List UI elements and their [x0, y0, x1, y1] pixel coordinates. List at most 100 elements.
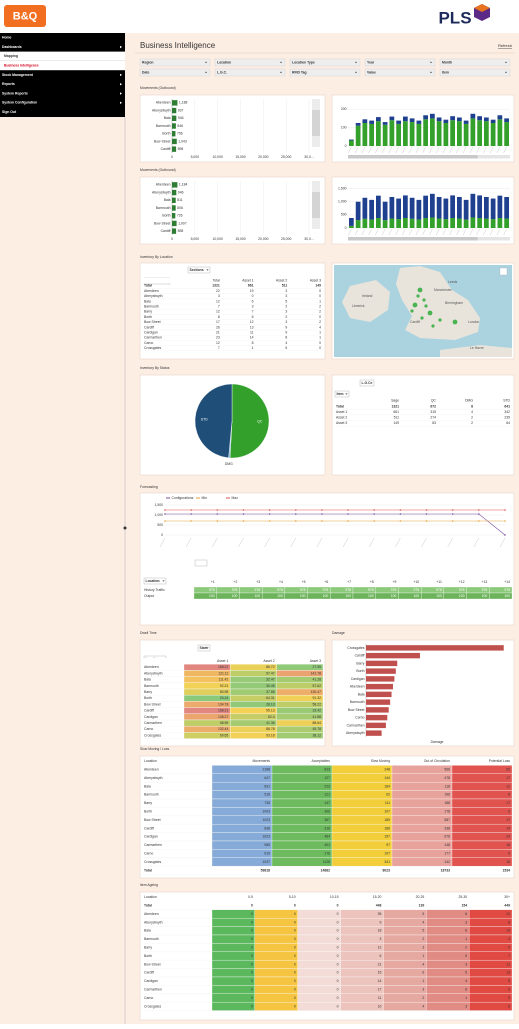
filter-label[interactable]: Value: [367, 70, 376, 74]
row-label: Cardiff: [144, 971, 154, 975]
menu-item[interactable]: System Reports: [2, 91, 28, 95]
dropdown[interactable]: [194, 559, 208, 567]
map-marker[interactable]: [410, 309, 414, 313]
menu-item[interactable]: Home: [2, 36, 12, 40]
dropdown[interactable]: [187, 266, 211, 274]
bar: [355, 125, 361, 146]
filter[interactable]: [139, 68, 211, 77]
cell: 7: [252, 310, 254, 314]
cell: 100: [323, 594, 329, 598]
filter-label[interactable]: Year: [367, 60, 375, 64]
dropdown[interactable]: [197, 644, 211, 652]
cell: 8: [252, 341, 254, 345]
menu-item[interactable]: Sign Out: [2, 110, 17, 114]
category-label: Aberdeen: [156, 101, 171, 105]
filter[interactable]: [439, 68, 511, 77]
filter[interactable]: [139, 58, 211, 67]
dropdown-label[interactable]: Sections: [190, 268, 204, 272]
x-tick: [361, 228, 366, 236]
row-label: Borth: [144, 696, 152, 700]
cell-bg: [426, 926, 470, 936]
dropdown[interactable]: [334, 390, 350, 398]
refresh-link[interactable]: Refresh: [498, 43, 512, 48]
filter-label[interactable]: Location: [217, 60, 231, 64]
map-marker[interactable]: [427, 310, 433, 316]
filter[interactable]: [364, 58, 436, 67]
cell: 0: [319, 346, 321, 350]
point: [164, 513, 166, 515]
dropdown-label[interactable]: Item: [337, 392, 344, 396]
map-label: Birmingham: [445, 301, 463, 305]
submenu-bg: [0, 60, 125, 71]
filter[interactable]: [439, 58, 511, 67]
filter-label[interactable]: RFID Tag: [292, 70, 307, 74]
map-marker[interactable]: [417, 287, 423, 293]
category-label: Bow Street: [154, 139, 171, 143]
scroll-thumb[interactable]: [348, 237, 478, 241]
map-home[interactable]: [499, 267, 508, 276]
cell: 4: [422, 1004, 424, 1008]
filter-label[interactable]: Item: [442, 70, 449, 74]
dropdown-label[interactable]: Location: [146, 579, 160, 583]
caret: [204, 71, 208, 74]
menu-item[interactable]: Mapping: [4, 54, 18, 58]
filter-label[interactable]: Month: [442, 60, 452, 64]
point: [451, 509, 454, 511]
map-marker[interactable]: [438, 318, 442, 322]
x-tick: [421, 537, 427, 548]
filter[interactable]: [289, 58, 361, 67]
map-marker[interactable]: [424, 304, 428, 308]
scroll-thumb[interactable]: [312, 110, 320, 136]
y-tick-label: 0: [345, 226, 347, 230]
filter-label[interactable]: L.G.C.: [217, 70, 227, 74]
map-marker[interactable]: [416, 294, 420, 298]
cell: 21: [216, 330, 220, 334]
cell: 127: [324, 776, 330, 780]
logo-box[interactable]: [4, 5, 46, 27]
menu-item[interactable]: System Configuration: [2, 101, 37, 105]
map-marker[interactable]: [412, 302, 418, 308]
filter[interactable]: [289, 68, 361, 77]
cell-bg: [211, 993, 256, 1003]
menu-item[interactable]: Reports: [2, 82, 15, 86]
cell-bg: [340, 951, 384, 961]
bar: [450, 195, 455, 219]
filter-label[interactable]: Region: [142, 60, 154, 64]
dropdown[interactable]: [143, 577, 167, 585]
cell: 6: [508, 851, 510, 855]
dropdown-label[interactable]: Start: [200, 646, 209, 650]
filter[interactable]: [214, 68, 286, 77]
cell: 100: [232, 594, 238, 598]
menu-item[interactable]: Business Intelligence: [4, 63, 39, 67]
column-header: STD: [503, 399, 510, 403]
bar: [403, 195, 408, 219]
collapse-handle[interactable]: [123, 526, 127, 530]
cell-bg: [383, 993, 427, 1003]
dropdown[interactable]: [359, 379, 375, 387]
cell: 3: [285, 289, 287, 293]
point: [216, 509, 219, 511]
series-line: [165, 513, 506, 536]
panel: [139, 492, 515, 626]
scroll-thumb[interactable]: [312, 192, 320, 218]
cell: 41.28: [313, 678, 322, 682]
cell: 248: [384, 767, 390, 771]
filter-label[interactable]: Location Type: [292, 60, 315, 64]
cell: 188: [444, 801, 450, 805]
cell: 449: [504, 903, 510, 907]
menu-item[interactable]: Stock Management: [2, 73, 34, 77]
map-marker[interactable]: [431, 324, 435, 328]
filter[interactable]: [214, 58, 286, 67]
menu-item[interactable]: Dashboards: [2, 45, 22, 49]
scroll-thumb[interactable]: [348, 155, 478, 159]
map-marker[interactable]: [420, 316, 424, 320]
filter[interactable]: [364, 68, 436, 77]
map-label: Leeds: [448, 280, 458, 284]
logo[interactable]: B&Q: [13, 10, 38, 22]
filter-label[interactable]: Date: [142, 70, 149, 74]
map-marker[interactable]: [452, 319, 458, 325]
map-marker[interactable]: [422, 298, 426, 302]
cell: 619: [264, 851, 270, 855]
dropdown-label[interactable]: L.G.C.: [362, 381, 372, 385]
cell: 64.31: [266, 696, 275, 700]
